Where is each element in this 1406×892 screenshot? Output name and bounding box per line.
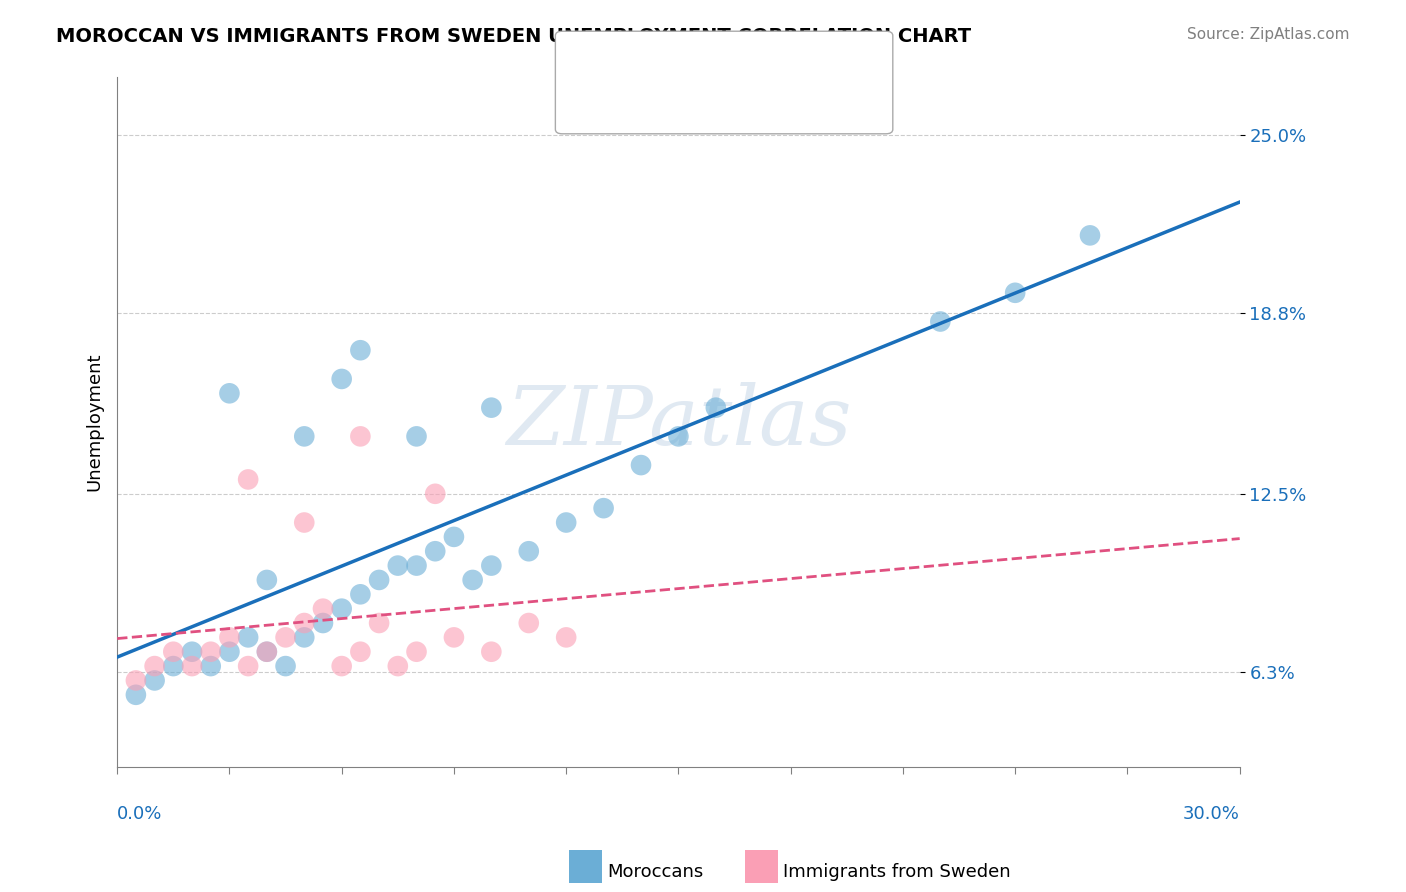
Text: 30.0%: 30.0% — [1182, 805, 1240, 823]
Point — [387, 659, 409, 673]
Point — [292, 615, 315, 630]
Point — [218, 631, 240, 645]
Point — [517, 615, 540, 630]
Point — [555, 516, 578, 530]
Point — [143, 673, 166, 688]
Point — [312, 601, 335, 615]
Point — [425, 544, 447, 558]
Point — [1078, 228, 1101, 243]
Point — [425, 487, 447, 501]
Point — [256, 573, 278, 587]
Point — [368, 573, 391, 587]
Point — [405, 429, 427, 443]
Point — [592, 501, 614, 516]
Point — [349, 645, 371, 659]
Point — [405, 558, 427, 573]
Point — [555, 631, 578, 645]
Point — [236, 472, 259, 486]
Point — [162, 659, 184, 673]
Point — [630, 458, 652, 472]
Point — [443, 631, 465, 645]
Point — [668, 429, 690, 443]
Point — [200, 645, 222, 659]
Point — [292, 429, 315, 443]
Point — [330, 601, 353, 615]
Point — [218, 645, 240, 659]
Point — [200, 659, 222, 673]
Point — [461, 573, 484, 587]
Point — [330, 372, 353, 386]
Point — [517, 544, 540, 558]
Point — [236, 659, 259, 673]
Point — [143, 659, 166, 673]
Text: R = 0.087  N = 24: R = 0.087 N = 24 — [626, 96, 790, 114]
Point — [349, 343, 371, 358]
Text: Moroccans: Moroccans — [607, 863, 703, 881]
Point — [704, 401, 727, 415]
Point — [125, 688, 148, 702]
Point — [479, 401, 502, 415]
Point — [443, 530, 465, 544]
Point — [274, 631, 297, 645]
Point — [181, 659, 204, 673]
Point — [181, 645, 204, 659]
Point — [292, 631, 315, 645]
Point — [368, 615, 391, 630]
Point — [929, 314, 952, 328]
Text: Immigrants from Sweden: Immigrants from Sweden — [783, 863, 1011, 881]
Text: Source: ZipAtlas.com: Source: ZipAtlas.com — [1187, 27, 1350, 42]
Point — [312, 615, 335, 630]
Point — [274, 659, 297, 673]
Point — [236, 631, 259, 645]
Text: MOROCCAN VS IMMIGRANTS FROM SWEDEN UNEMPLOYMENT CORRELATION CHART: MOROCCAN VS IMMIGRANTS FROM SWEDEN UNEMP… — [56, 27, 972, 45]
Point — [349, 429, 371, 443]
Point — [256, 645, 278, 659]
Point — [330, 659, 353, 673]
Point — [1004, 285, 1026, 300]
Point — [479, 558, 502, 573]
Point — [162, 645, 184, 659]
Y-axis label: Unemployment: Unemployment — [86, 352, 103, 491]
Point — [387, 558, 409, 573]
Point — [256, 645, 278, 659]
Point — [292, 516, 315, 530]
Point — [218, 386, 240, 401]
Point — [405, 645, 427, 659]
Text: 0.0%: 0.0% — [117, 805, 163, 823]
Point — [125, 673, 148, 688]
Text: R = 0.715  N = 36: R = 0.715 N = 36 — [626, 51, 790, 69]
Text: ZIPatlas: ZIPatlas — [506, 382, 851, 462]
Point — [479, 645, 502, 659]
Point — [349, 587, 371, 601]
